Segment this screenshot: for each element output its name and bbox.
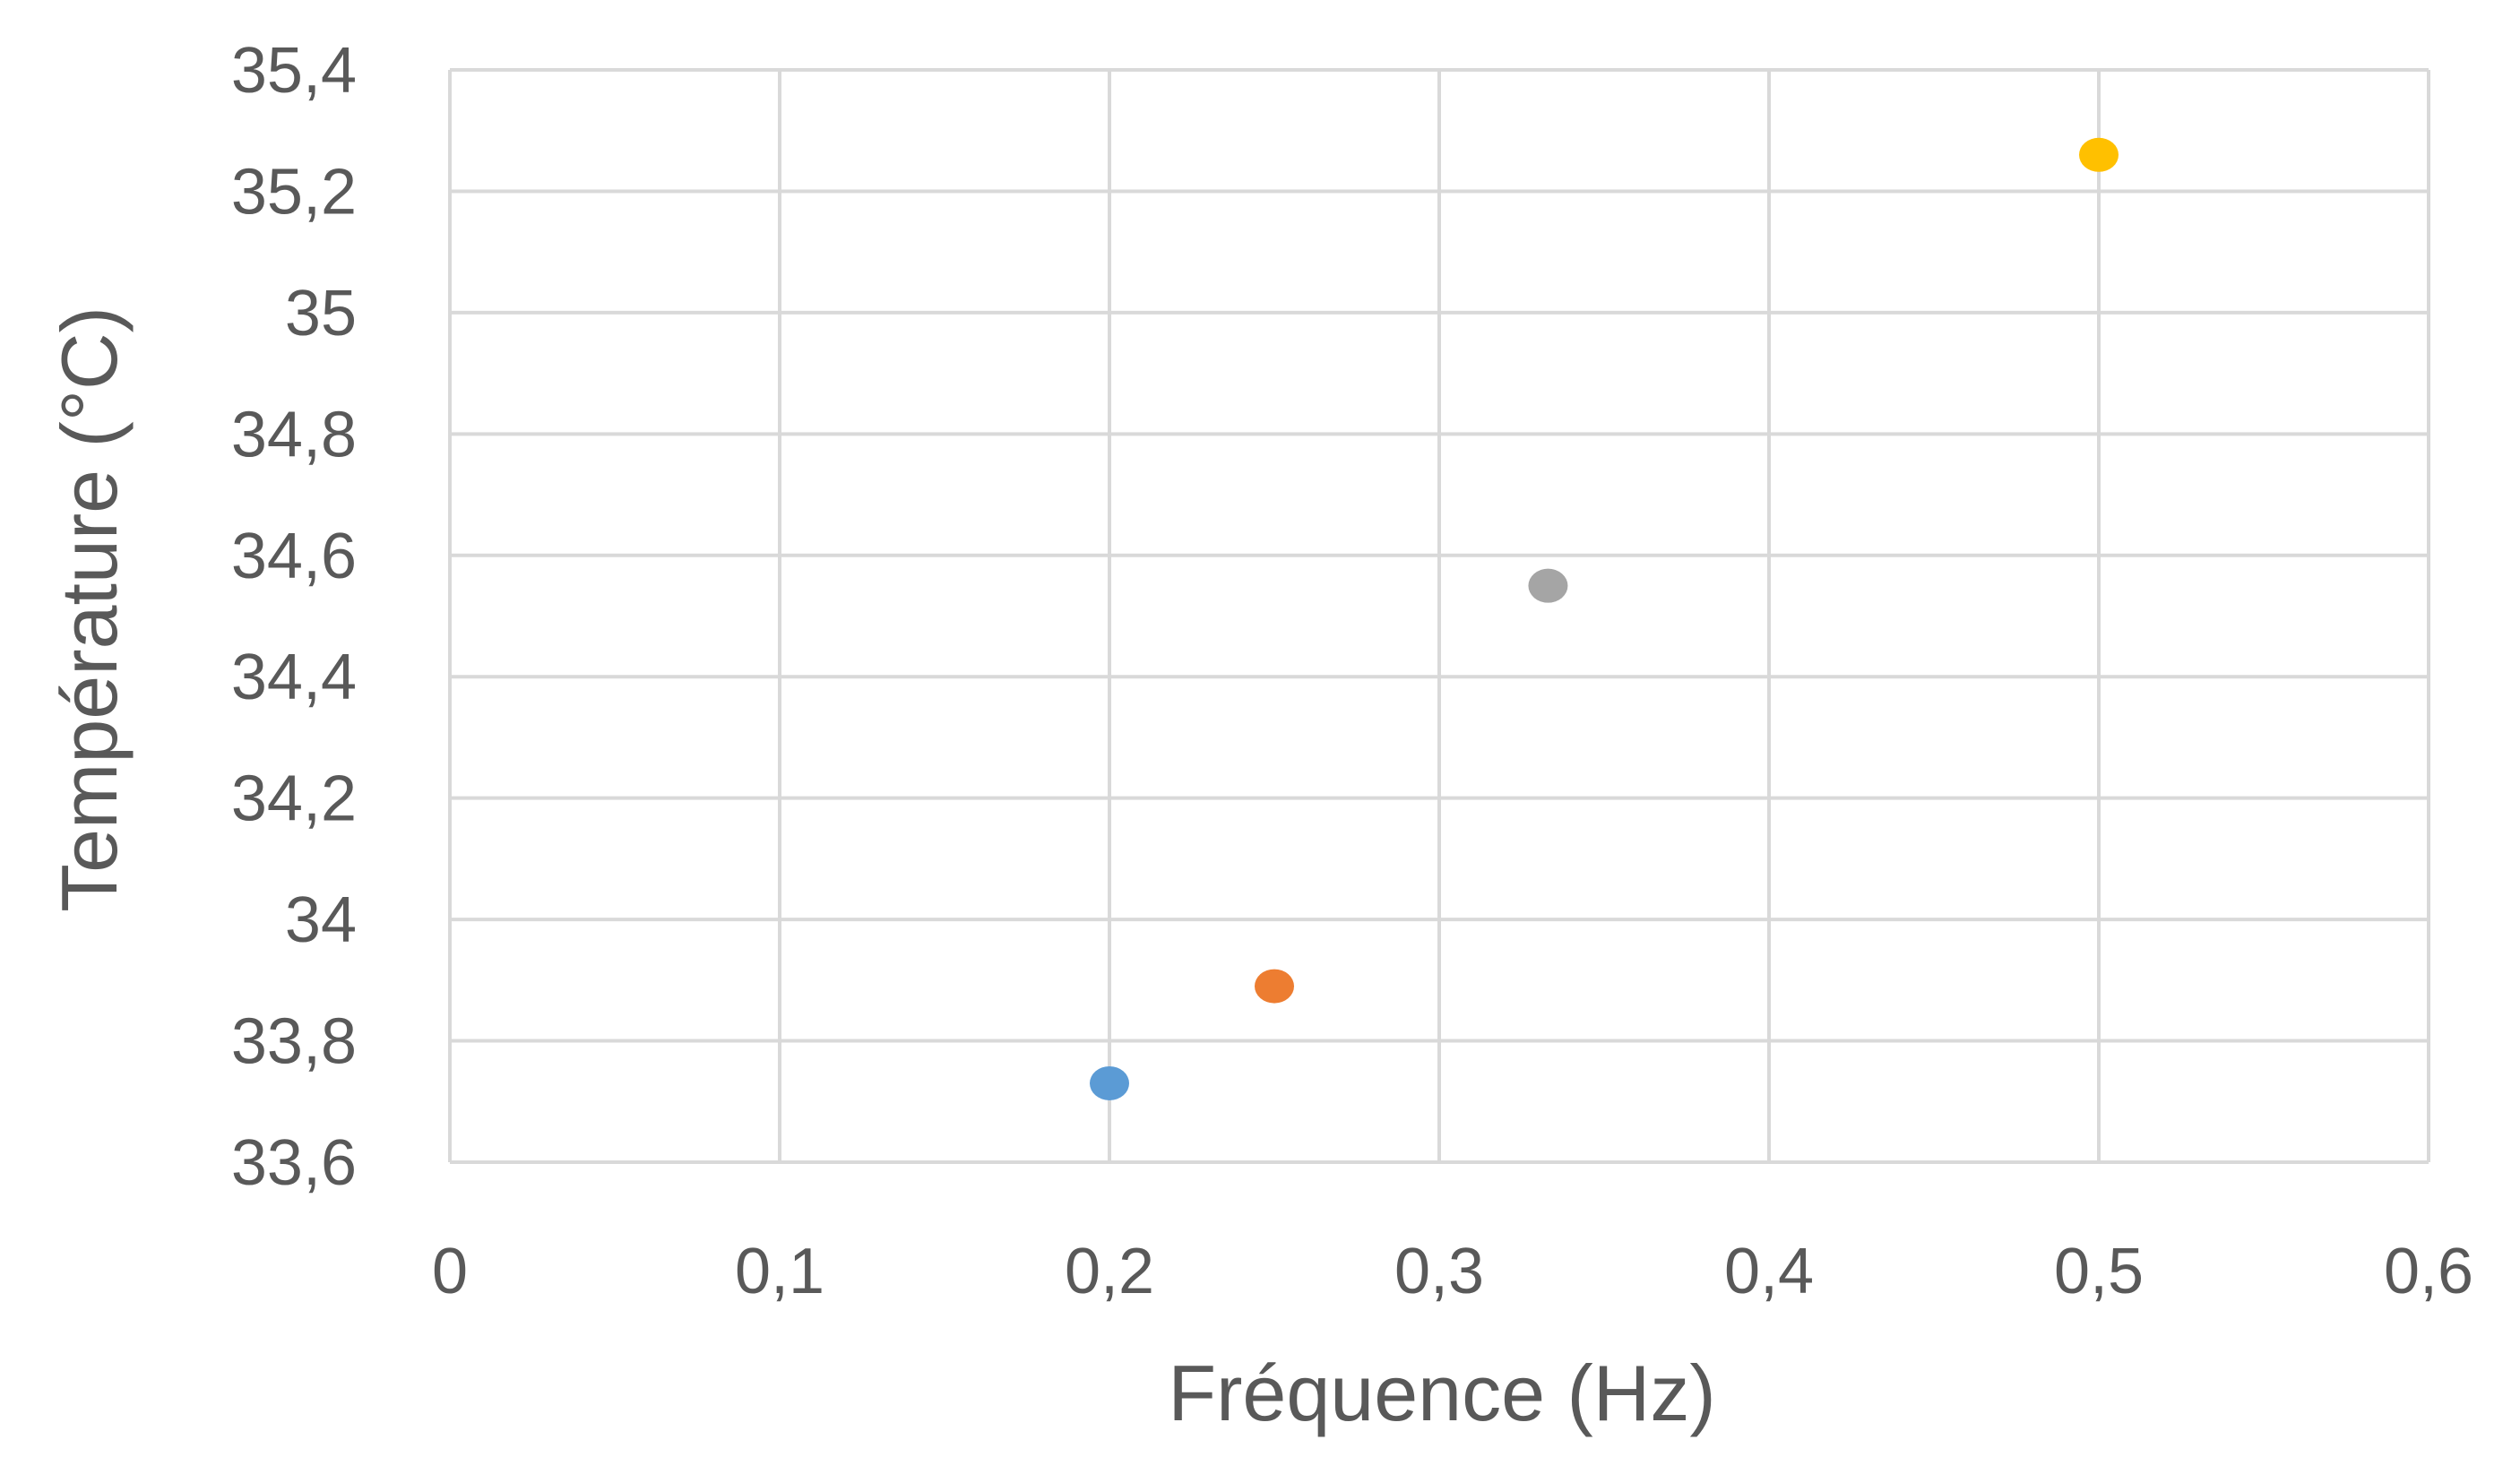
x-tick-label: 0 — [432, 1236, 468, 1307]
data-point — [2079, 137, 2119, 172]
x-tick-label: 0,5 — [2054, 1236, 2144, 1307]
x-tick-label: 0,2 — [1065, 1236, 1154, 1307]
y-axis-ticks: 33,6 33,8 34 34,2 34,4 34,6 34,8 35 35,2 35,4 — [231, 35, 357, 1199]
y-tick-label: 33,8 — [231, 1006, 357, 1078]
y-tick-label: 33,6 — [231, 1127, 357, 1199]
data-points — [1090, 137, 2119, 1100]
x-tick-label: 0,3 — [1394, 1236, 1484, 1307]
data-point — [1528, 568, 1568, 603]
x-axis-ticks: 0 0,1 0,2 0,3 0,4 0,5 0,6 — [432, 1236, 2473, 1307]
x-axis-title: Fréquence (Hz) — [1168, 1349, 1715, 1437]
grid — [448, 68, 2430, 1164]
x-tick-label: 0,4 — [1724, 1236, 1814, 1307]
y-tick-label: 34 — [285, 884, 357, 956]
y-tick-label: 35,4 — [231, 35, 357, 107]
y-axis-title: Température (°C) — [45, 306, 134, 912]
data-point — [1255, 969, 1294, 1004]
y-tick-label: 35 — [285, 278, 357, 349]
x-tick-label: 0,6 — [2384, 1236, 2473, 1307]
y-tick-label: 34,2 — [231, 763, 357, 835]
y-tick-label: 34,4 — [231, 642, 357, 713]
y-tick-label: 34,6 — [231, 521, 357, 592]
y-tick-label: 34,8 — [231, 399, 357, 470]
x-tick-label: 0,1 — [735, 1236, 824, 1307]
y-tick-label: 35,2 — [231, 156, 357, 228]
data-point — [1090, 1065, 1129, 1100]
